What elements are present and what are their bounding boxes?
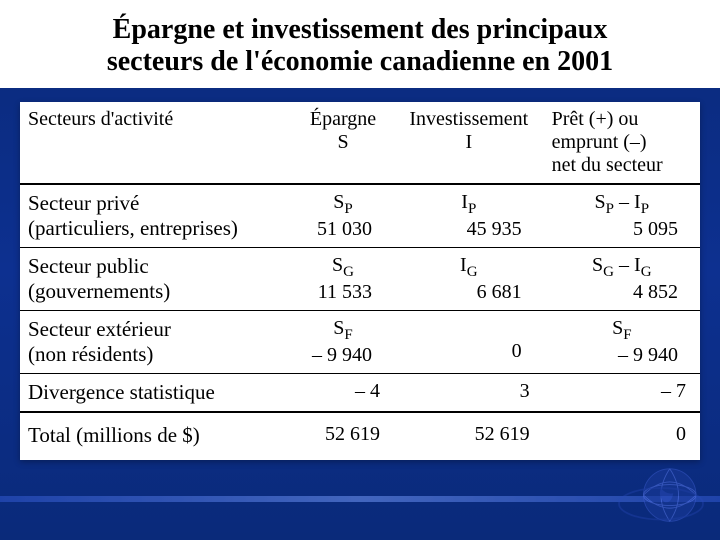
- public-net-val: 4 852: [552, 281, 692, 304]
- ext-s-val: – 9 940: [300, 344, 386, 367]
- public-net-sym: SG – IG: [552, 254, 692, 281]
- cell-public-label: Secteur public (gouvernements): [20, 248, 292, 311]
- cell-public-s: SG 11 533: [292, 248, 394, 311]
- private-s-val: 51 030: [300, 218, 386, 241]
- header-net-line2: emprunt (–): [552, 131, 647, 153]
- table-header-row: Secteurs d'activité Épargne S Investisse…: [20, 102, 700, 184]
- cell-private-s: SP 51 030: [292, 184, 394, 248]
- public-s-val: 11 533: [300, 281, 386, 304]
- data-table-container: Secteurs d'activité Épargne S Investisse…: [20, 102, 700, 460]
- row-private: Secteur privé (particuliers, entreprises…: [20, 184, 700, 248]
- ext-label-1: Secteur extérieur: [28, 317, 171, 341]
- header-investment: Investissement I: [394, 102, 544, 184]
- header-sectors: Secteurs d'activité: [20, 102, 292, 184]
- ext-net-val: – 9 940: [552, 344, 692, 367]
- cell-public-net: SG – IG 4 852: [544, 248, 700, 311]
- header-net: Prêt (+) ou emprunt (–) net du secteur: [544, 102, 700, 184]
- cell-total-net: 0: [544, 412, 700, 460]
- header-savings-symbol: S: [337, 131, 348, 153]
- header-savings: Épargne S: [292, 102, 394, 184]
- private-net-val: 5 095: [552, 218, 692, 241]
- cell-ext-label: Secteur extérieur (non résidents): [20, 311, 292, 374]
- cell-div-s: – 4: [292, 374, 394, 413]
- ext-label-2: (non résidents): [28, 342, 153, 366]
- data-table: Secteurs d'activité Épargne S Investisse…: [20, 102, 700, 460]
- decorative-stripe: [0, 496, 720, 502]
- cell-private-i: IP 45 935: [394, 184, 544, 248]
- private-label-1: Secteur privé: [28, 191, 139, 215]
- globe-icon: [616, 460, 706, 530]
- slide-title: Épargne et investissement des principaux…: [0, 0, 720, 88]
- cell-ext-i: 0: [394, 311, 544, 374]
- row-total: Total (millions de $) 52 619 52 619 0: [20, 412, 700, 460]
- row-divergence: Divergence statistique – 4 3 – 7: [20, 374, 700, 413]
- header-savings-label: Épargne: [310, 108, 376, 130]
- public-i-sym: IG: [402, 254, 536, 281]
- private-net-sym: SP – IP: [552, 191, 692, 218]
- cell-total-label: Total (millions de $): [20, 412, 292, 460]
- row-exterior: Secteur extérieur (non résidents) SF – 9…: [20, 311, 700, 374]
- private-i-sym: IP: [402, 191, 536, 218]
- cell-private-net: SP – IP 5 095: [544, 184, 700, 248]
- ext-s-sym: SF: [300, 317, 386, 344]
- row-public: Secteur public (gouvernements) SG 11 533…: [20, 248, 700, 311]
- ext-net-sym: SF: [552, 317, 692, 344]
- cell-public-i: IG 6 681: [394, 248, 544, 311]
- cell-div-net: – 7: [544, 374, 700, 413]
- header-investment-label: Investissement: [409, 108, 528, 130]
- title-line-2: secteurs de l'économie canadienne en 200…: [107, 46, 613, 77]
- private-s-sym: SP: [300, 191, 386, 218]
- ext-i-val: 0: [402, 340, 536, 363]
- header-investment-symbol: I: [465, 131, 472, 153]
- cell-total-s: 52 619: [292, 412, 394, 460]
- slide: Épargne et investissement des principaux…: [0, 0, 720, 540]
- cell-ext-s: SF – 9 940: [292, 311, 394, 374]
- header-net-line1: Prêt (+) ou: [552, 108, 639, 130]
- header-net-line3: net du secteur: [552, 154, 663, 176]
- private-label-2: (particuliers, entreprises): [28, 216, 238, 240]
- public-s-sym: SG: [300, 254, 386, 281]
- cell-total-i: 52 619: [394, 412, 544, 460]
- title-line-1: Épargne et investissement des principaux: [113, 14, 608, 45]
- cell-div-i: 3: [394, 374, 544, 413]
- cell-div-label: Divergence statistique: [20, 374, 292, 413]
- public-label-2: (gouvernements): [28, 279, 170, 303]
- private-i-val: 45 935: [402, 218, 536, 241]
- public-label-1: Secteur public: [28, 254, 149, 278]
- public-i-val: 6 681: [402, 281, 536, 304]
- cell-private-label: Secteur privé (particuliers, entreprises…: [20, 184, 292, 248]
- cell-ext-net: SF – 9 940: [544, 311, 700, 374]
